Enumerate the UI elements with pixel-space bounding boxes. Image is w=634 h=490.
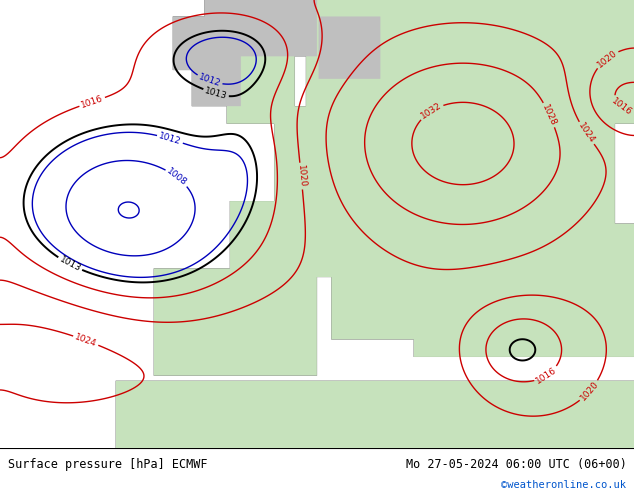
Text: Mo 27-05-2024 06:00 UTC (06+00): Mo 27-05-2024 06:00 UTC (06+00) — [406, 458, 626, 471]
Text: 1013: 1013 — [204, 86, 228, 101]
Text: 1013: 1013 — [58, 255, 82, 273]
Text: 1024: 1024 — [74, 332, 98, 348]
Text: 1020: 1020 — [595, 48, 619, 70]
Text: 1016: 1016 — [80, 94, 105, 110]
Text: Surface pressure [hPa] ECMWF: Surface pressure [hPa] ECMWF — [8, 458, 207, 471]
Text: 1032: 1032 — [419, 101, 443, 121]
Text: 1020: 1020 — [295, 164, 307, 188]
Text: 1012: 1012 — [158, 131, 182, 147]
Text: 1016: 1016 — [534, 365, 559, 385]
Text: 1008: 1008 — [165, 167, 189, 188]
Text: 1024: 1024 — [576, 121, 597, 145]
Text: 1028: 1028 — [541, 102, 558, 127]
Text: ©weatheronline.co.uk: ©weatheronline.co.uk — [501, 480, 626, 490]
Text: 1016: 1016 — [609, 96, 633, 117]
Text: 1012: 1012 — [197, 73, 222, 89]
Text: 1020: 1020 — [579, 380, 600, 403]
